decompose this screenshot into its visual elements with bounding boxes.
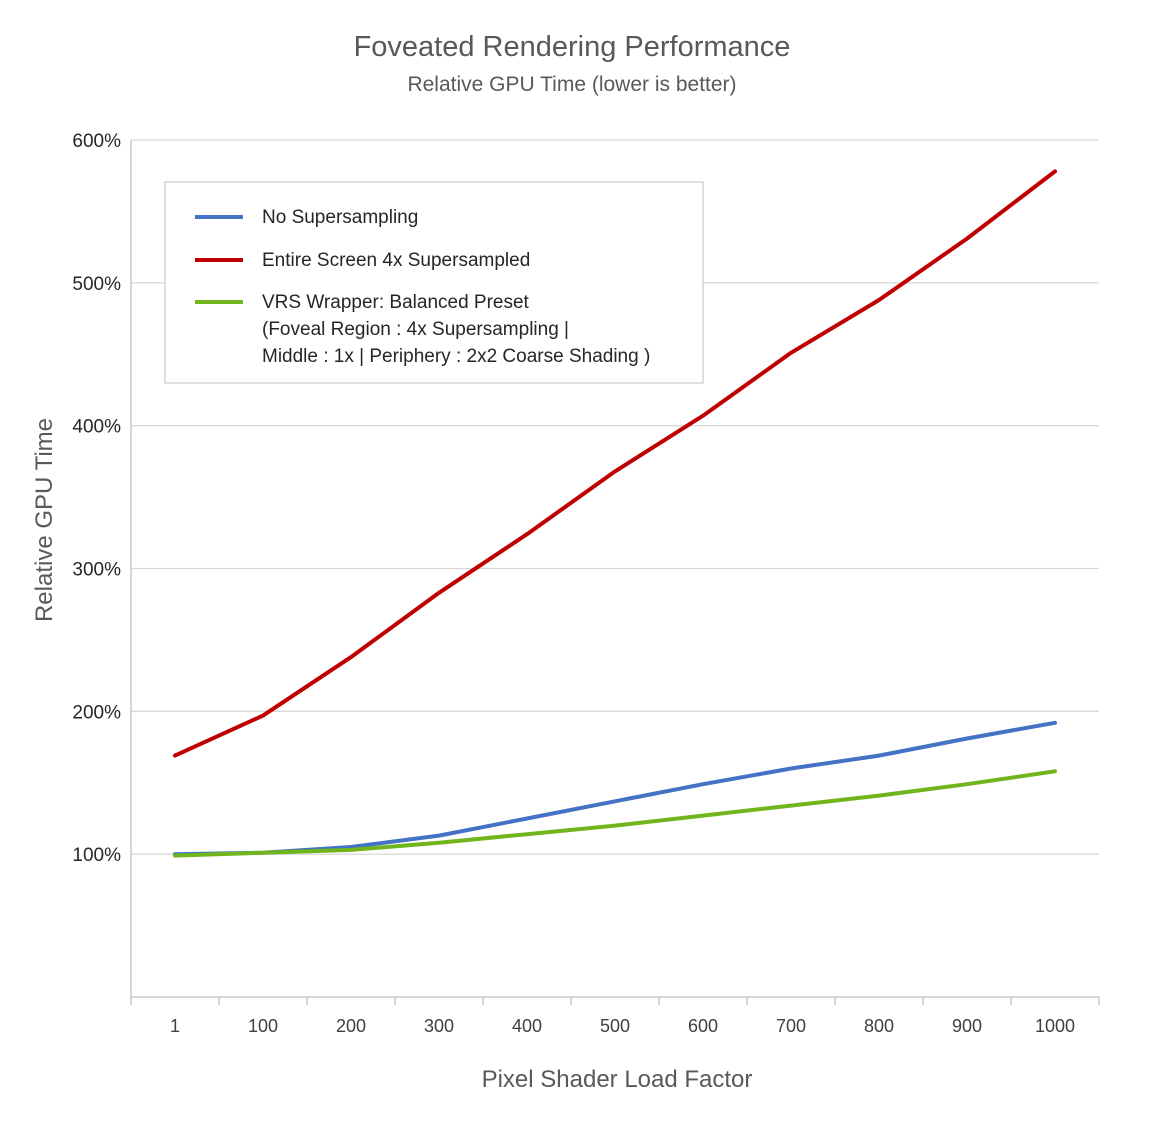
x-tick-label: 1000 bbox=[1035, 1016, 1075, 1036]
x-tick-label: 100 bbox=[248, 1016, 278, 1036]
axes bbox=[130, 140, 1100, 1005]
legend-label: (Foveal Region : 4x Supersampling | bbox=[262, 319, 569, 340]
chart-title: Foveated Rendering Performance bbox=[354, 31, 791, 63]
x-tick-label: 600 bbox=[688, 1016, 718, 1036]
x-tick-labels: 1 100 200 300 400 500 600 700 800 900 1000 bbox=[170, 1016, 1075, 1036]
legend-box bbox=[164, 181, 704, 384]
legend-label: VRS Wrapper: Balanced Preset bbox=[262, 292, 530, 313]
x-tick-label: 500 bbox=[600, 1016, 630, 1036]
y-tick-label: 100% bbox=[72, 845, 121, 866]
y-tick-label: 300% bbox=[72, 560, 121, 581]
series-line-2 bbox=[173, 769, 1057, 858]
x-tick-label: 1 bbox=[170, 1016, 180, 1036]
legend: No Supersampling Entire Screen 4x Supersa… bbox=[164, 181, 704, 384]
y-tick-label: 200% bbox=[72, 702, 121, 723]
series-lines bbox=[173, 169, 1057, 858]
x-tick-label: 300 bbox=[424, 1016, 454, 1036]
legend-label: No Supersampling bbox=[262, 207, 418, 228]
x-tick-label: 400 bbox=[512, 1016, 542, 1036]
x-tick-label: 200 bbox=[336, 1016, 366, 1036]
y-tick-labels: 100% 200% 300% 400% 500% 600% bbox=[72, 131, 121, 866]
y-tick-label: 500% bbox=[72, 274, 121, 295]
x-axis-label: Pixel Shader Load Factor bbox=[482, 1066, 753, 1093]
chart-subtitle: Relative GPU Time (lower is better) bbox=[407, 73, 736, 96]
y-tick-label: 600% bbox=[72, 131, 121, 152]
x-tick-label: 800 bbox=[864, 1016, 894, 1036]
y-tick-label: 400% bbox=[72, 417, 121, 438]
y-axis-label: Relative GPU Time bbox=[31, 418, 58, 622]
x-tick-label: 900 bbox=[952, 1016, 982, 1036]
series-line-1 bbox=[173, 169, 1057, 758]
x-tick-label: 700 bbox=[776, 1016, 806, 1036]
legend-label: Entire Screen 4x Supersampled bbox=[262, 250, 530, 271]
legend-label: Middle : 1x | Periphery : 2x2 Coarse Sha… bbox=[262, 346, 650, 367]
